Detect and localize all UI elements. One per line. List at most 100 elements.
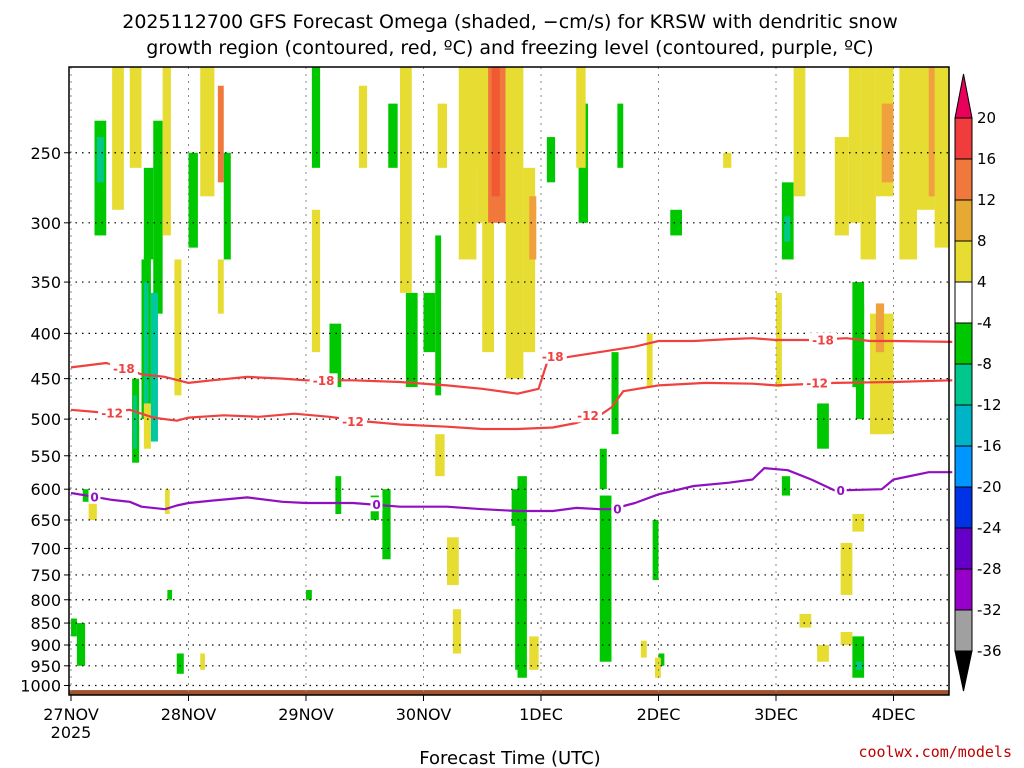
omega-cell <box>335 476 342 515</box>
omega-cell <box>817 645 829 662</box>
omega-cell <box>617 103 624 168</box>
omega-cell <box>470 67 478 168</box>
y-tick-label: 600 <box>30 480 61 499</box>
omega-cell <box>306 590 312 600</box>
omega-cell <box>217 85 224 183</box>
y-tick-label: 1000 <box>20 677 61 696</box>
contour-label-bg <box>834 483 847 498</box>
y-tick-label: 650 <box>30 511 61 530</box>
colorbar-label: -24 <box>977 519 1002 537</box>
omega-cell <box>599 495 612 662</box>
contour-labels: -18 -18 -18 -18 -12 -12 -12 -12 0 0 0 0 <box>88 333 847 517</box>
colorbar-label: -32 <box>977 601 1002 619</box>
colorbar-swatch <box>954 240 973 283</box>
y-tick-label: 550 <box>30 447 61 466</box>
colorbar-label: -36 <box>977 642 1002 660</box>
omega-cell <box>781 476 791 496</box>
y-tick-label: 900 <box>30 636 61 655</box>
omega-cell <box>112 67 124 210</box>
omega-cell <box>899 67 917 260</box>
omega-cell <box>329 323 342 388</box>
omega-cell <box>452 609 462 654</box>
contour-dgz_-18 <box>70 337 953 395</box>
omega-cell <box>576 67 586 168</box>
omega-cell <box>852 282 865 388</box>
y-tick-label: 800 <box>30 591 61 610</box>
y-tick-label: 700 <box>30 539 61 558</box>
omega-cell <box>852 636 865 678</box>
ground-surface <box>69 690 949 695</box>
omega-cell <box>482 222 494 353</box>
omega-cell <box>447 537 459 586</box>
contour-dgz_-12 <box>70 379 953 431</box>
y-tick-label: 500 <box>30 410 61 429</box>
y-tick-label: 400 <box>30 324 61 343</box>
contour-label-bg <box>109 361 138 376</box>
colorbar-swatch <box>954 322 973 365</box>
omega-cell <box>143 167 154 260</box>
omega-cell <box>358 85 368 168</box>
y-tick-label: 450 <box>30 370 61 389</box>
contour-label: -18 <box>113 362 135 376</box>
contour-label: 0 <box>90 490 98 504</box>
y-tick-label: 750 <box>30 566 61 585</box>
contour-label: -12 <box>806 376 828 390</box>
colorbar-swatch <box>954 609 973 652</box>
omega-cell <box>855 661 862 670</box>
colorbar-swatch <box>954 568 973 611</box>
omega-cell <box>188 152 198 248</box>
omega-cell <box>491 67 500 197</box>
contour-label-bg <box>98 405 127 420</box>
omega-cell <box>723 152 732 168</box>
omega-shading <box>71 67 949 678</box>
site-credit: coolwx.com/models <box>858 743 1012 761</box>
colorbar-swatch <box>954 445 973 488</box>
x-tick-label: 30NOV <box>396 705 452 724</box>
omega-cell <box>599 448 607 490</box>
y-tick-label: 250 <box>30 144 61 163</box>
omega-cell <box>223 152 231 260</box>
contour-label: -18 <box>313 374 335 388</box>
omega-cell <box>423 292 436 353</box>
omega-cell <box>200 67 215 197</box>
omega-cell <box>143 403 151 449</box>
omega-cell <box>852 514 865 532</box>
omega-cell <box>799 613 812 628</box>
colorbar-swatch <box>954 486 973 529</box>
contour-label-bg <box>803 375 832 390</box>
colorbar-label: 4 <box>977 273 987 291</box>
x-tick-label: 2DEC <box>637 705 681 724</box>
x-year-label: 2025 <box>51 723 92 742</box>
omega-cell <box>817 403 829 449</box>
omega-cell <box>654 657 661 678</box>
chart-title-line2: growth region (contoured, red, ºC) and f… <box>146 37 873 59</box>
surface-band <box>69 690 949 695</box>
colorbar-bottom-arrow <box>954 650 973 692</box>
omega-cell <box>71 618 77 637</box>
colorbar-label: 20 <box>977 109 996 127</box>
omega-cell <box>834 137 849 236</box>
omega-cell <box>382 489 391 560</box>
contour-label-bg <box>611 502 624 517</box>
x-tick-label: 1DEC <box>519 705 563 724</box>
omega-cell <box>881 103 894 183</box>
x-tick-label: 27NOV <box>43 705 99 724</box>
omega-cell <box>860 67 876 260</box>
omega-cell <box>405 292 418 388</box>
omega-cell <box>153 120 163 314</box>
omega-cell <box>529 636 539 670</box>
y-tick-label: 950 <box>30 657 61 676</box>
colorbar-swatch <box>954 117 973 160</box>
colorbar-label: 12 <box>977 191 996 209</box>
x-tick-label: 29NOV <box>278 705 334 724</box>
contour-label: -18 <box>542 350 564 364</box>
omega-cell <box>76 623 86 666</box>
omega-cell <box>133 395 137 449</box>
colorbar-swatch <box>954 199 973 242</box>
omega-cell <box>840 542 853 595</box>
omega-cell <box>435 235 442 396</box>
omega-cell <box>670 209 682 236</box>
omega-cell <box>388 103 398 168</box>
omega-cell <box>400 67 412 293</box>
